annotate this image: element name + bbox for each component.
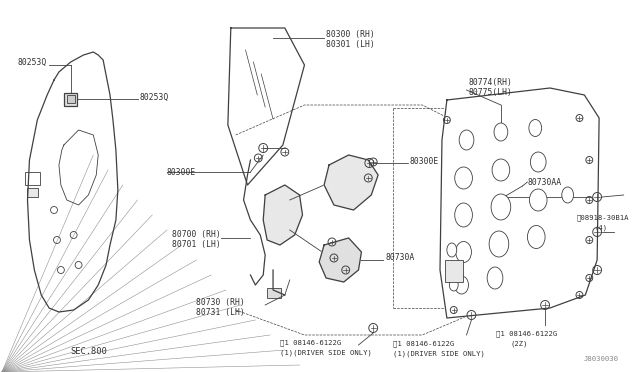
- Ellipse shape: [529, 189, 547, 211]
- Ellipse shape: [455, 167, 472, 189]
- Ellipse shape: [492, 159, 509, 181]
- Ellipse shape: [456, 241, 472, 263]
- FancyBboxPatch shape: [67, 95, 75, 103]
- Text: 80700 (RH): 80700 (RH): [172, 230, 221, 238]
- Text: 80301 (LH): 80301 (LH): [326, 39, 375, 48]
- Text: (1)(DRIVER SIDE ONLY): (1)(DRIVER SIDE ONLY): [393, 351, 484, 357]
- Ellipse shape: [494, 123, 508, 141]
- Text: 80253Q: 80253Q: [140, 93, 169, 102]
- Text: ⓝ08918-30B1A: ⓝ08918-30B1A: [577, 215, 629, 221]
- Ellipse shape: [529, 119, 541, 137]
- Ellipse shape: [447, 243, 457, 257]
- FancyBboxPatch shape: [25, 171, 40, 185]
- Text: (2Z): (2Z): [511, 341, 528, 347]
- Text: 80701 (LH): 80701 (LH): [172, 240, 221, 248]
- Text: 80730 (RH): 80730 (RH): [196, 298, 245, 307]
- Polygon shape: [263, 185, 303, 245]
- Ellipse shape: [527, 225, 545, 248]
- FancyBboxPatch shape: [27, 187, 38, 196]
- Text: 80730AA: 80730AA: [527, 177, 561, 186]
- Polygon shape: [324, 155, 378, 210]
- Polygon shape: [319, 238, 362, 282]
- Ellipse shape: [562, 187, 573, 203]
- Text: 80300E: 80300E: [410, 157, 439, 166]
- Ellipse shape: [455, 203, 472, 227]
- Text: ⑂1 08146-6122G: ⑂1 08146-6122G: [280, 340, 341, 346]
- Text: J8030030: J8030030: [584, 356, 619, 362]
- Ellipse shape: [459, 130, 474, 150]
- Text: 80300E: 80300E: [167, 167, 196, 176]
- Text: 80731 (LH): 80731 (LH): [196, 308, 245, 317]
- FancyBboxPatch shape: [65, 93, 77, 106]
- Text: 80774(RH): 80774(RH): [468, 77, 513, 87]
- Ellipse shape: [491, 194, 511, 220]
- Ellipse shape: [489, 231, 509, 257]
- Text: ⑂1 08146-6122G: ⑂1 08146-6122G: [496, 331, 557, 337]
- Text: (1)(DRIVER SIDE ONLY): (1)(DRIVER SIDE ONLY): [280, 350, 372, 356]
- FancyBboxPatch shape: [267, 288, 281, 298]
- Text: (4): (4): [594, 225, 607, 231]
- Ellipse shape: [487, 267, 503, 289]
- Text: SEC.800: SEC.800: [70, 347, 108, 356]
- FancyBboxPatch shape: [445, 260, 463, 282]
- Ellipse shape: [449, 279, 458, 291]
- Ellipse shape: [455, 276, 468, 294]
- Ellipse shape: [531, 152, 546, 172]
- Text: 80775(LH): 80775(LH): [468, 87, 513, 96]
- Text: 80300 (RH): 80300 (RH): [326, 29, 375, 38]
- Text: 80253Q: 80253Q: [18, 58, 47, 67]
- Polygon shape: [440, 88, 599, 318]
- Text: ⑂1 08146-6122G: ⑂1 08146-6122G: [393, 341, 454, 347]
- Text: 80730A: 80730A: [385, 253, 414, 263]
